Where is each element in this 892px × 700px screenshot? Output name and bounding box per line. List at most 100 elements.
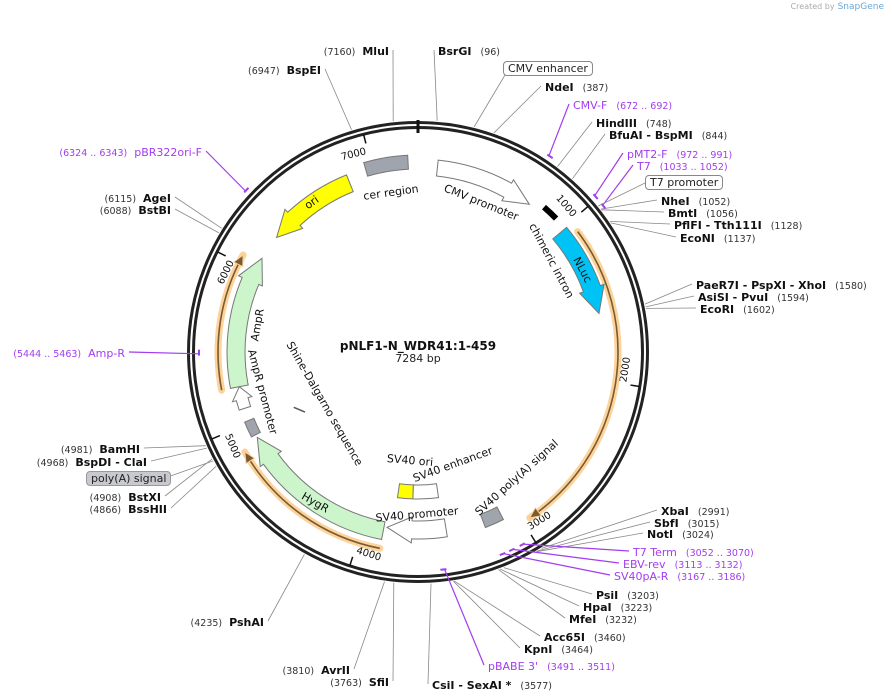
enzyme-site-bmti-position: (1056) bbox=[706, 209, 738, 220]
enzyme-site-bstbi[interactable]: (6088) BstBI bbox=[100, 203, 171, 218]
enzyme-site-pflfi[interactable]: PflFI - Tth111I (1128) bbox=[674, 218, 803, 233]
enzyme-site-econi-position: (1137) bbox=[723, 234, 756, 245]
primer-pbabe-3-[interactable]: pBABE 3' (3491 .. 3511) bbox=[488, 659, 615, 674]
enzyme-site-ndei[interactable]: NdeI (387) bbox=[545, 80, 608, 95]
enzyme-site-mlui[interactable]: (7160) MluI bbox=[324, 44, 389, 59]
enzyme-site-bspei[interactable]: (6947) BspEI bbox=[248, 63, 321, 78]
enzyme-site-nhei-leader-line bbox=[600, 199, 658, 210]
enzyme-site-nhei[interactable]: NheI (1052) bbox=[661, 194, 730, 209]
enzyme-site-bspdi[interactable]: (4968) BspDI - ClaI bbox=[37, 455, 147, 470]
primer-sv40pa-r-leader-line bbox=[503, 553, 611, 576]
enzyme-site-bsrgi-leader-line bbox=[433, 49, 438, 121]
primer-ebv-rev[interactable]: EBV-rev (3113 .. 3132) bbox=[623, 557, 742, 572]
primer-sv40pa-r-name: SV40pA-R bbox=[614, 570, 669, 583]
primer-pbr322ori-f[interactable]: (6324 .. 6343) pBR322ori-F bbox=[59, 145, 202, 160]
scale-tick-label: 7000 bbox=[340, 146, 367, 163]
primer-pbabe-3--position: (3491 .. 3511) bbox=[547, 662, 615, 673]
enzyme-site-noti-position: (3024) bbox=[682, 530, 714, 541]
enzyme-site-mfei-leader-line bbox=[498, 569, 566, 619]
enzyme-site-kpni[interactable]: KpnI (3464) bbox=[524, 642, 593, 657]
scale-tick bbox=[630, 384, 640, 388]
feature-label: AmpR bbox=[248, 307, 267, 342]
enzyme-site-bfuai-leader-line bbox=[572, 133, 606, 180]
enzyme-site-noti[interactable]: NotI (3024) bbox=[647, 527, 714, 542]
enzyme-site-bmti[interactable]: BmtI (1056) bbox=[668, 206, 738, 221]
enzyme-site-bamhi[interactable]: (4981) BamHI bbox=[61, 442, 140, 457]
enzyme-site-paer7i[interactable]: PaeR7I - PspXI - XhoI (1580) bbox=[696, 278, 867, 293]
primer-pbabe-3--name: pBABE 3' bbox=[488, 660, 539, 673]
primer-t7[interactable]: T7 (1033 .. 1052) bbox=[637, 159, 728, 174]
enzyme-site-bspdi-name: BspDI - ClaI bbox=[75, 456, 147, 469]
enzyme-site-pflfi-leader-line bbox=[609, 221, 671, 225]
enzyme-site-bsshii[interactable]: (4866) BssHII bbox=[90, 502, 167, 517]
primer-sv40pa-r-position: (3167 .. 3186) bbox=[677, 572, 746, 583]
primer-cmv-f[interactable]: CMV-F (672 .. 692) bbox=[573, 98, 672, 113]
scale-tick bbox=[349, 556, 354, 566]
enzyme-site-bsrgi[interactable]: BsrGI (96) bbox=[438, 44, 500, 59]
enzyme-site-pflfi-position: (1128) bbox=[770, 221, 803, 232]
enzyme-site-asisi[interactable]: AsiSI - PvuI (1594) bbox=[698, 290, 809, 305]
enzyme-site-avrii[interactable]: (3810) AvrII bbox=[283, 663, 351, 678]
feature-callout-polya-signal[interactable]: poly(A) signal bbox=[86, 471, 172, 486]
enzyme-site-csii-position: (3577) bbox=[520, 681, 552, 692]
enzyme-site-pshai-position: (4235) bbox=[190, 618, 223, 629]
enzyme-site-sfii-leader-line bbox=[392, 582, 395, 682]
enzyme-site-econi[interactable]: EcoNI (1137) bbox=[680, 231, 756, 246]
enzyme-site-kpni-position: (3464) bbox=[561, 645, 593, 656]
enzyme-site-pshai[interactable]: (4235) PshAI bbox=[190, 615, 264, 630]
enzyme-site-bfuai[interactable]: BfuAI - BspMI (844) bbox=[609, 128, 727, 143]
primer-t7-term[interactable]: T7 Term (3052 .. 3070) bbox=[633, 545, 754, 560]
primer-cmv-f-leader-line bbox=[548, 103, 570, 156]
primer-mark bbox=[243, 187, 250, 194]
enzyme-site-agei[interactable]: (6115) AgeI bbox=[104, 191, 171, 206]
enzyme-site-bstbi-name: BstBI bbox=[138, 204, 171, 217]
feature-ampr-promoter-box bbox=[243, 417, 261, 438]
enzyme-site-psii[interactable]: PsiI (3203) bbox=[596, 588, 659, 603]
primer-t7-name: T7 bbox=[637, 160, 651, 173]
primer-t7-leader-line bbox=[602, 164, 634, 206]
enzyme-site-ecori[interactable]: EcoRI (1602) bbox=[700, 302, 775, 317]
enzyme-site-sbfi-position: (3015) bbox=[687, 519, 720, 530]
primer-sv40pa-r[interactable]: SV40pA-R (3167 .. 3186) bbox=[614, 569, 746, 584]
enzyme-site-mfei[interactable]: MfeI (3232) bbox=[569, 612, 637, 627]
feature-sv40-ori bbox=[396, 483, 414, 500]
scale-tick bbox=[362, 134, 367, 144]
primer-pmt2-f-name: pMT2-F bbox=[627, 148, 668, 161]
feature-callout-t7-promoter[interactable]: T7 promoter bbox=[645, 175, 724, 190]
primer-mark bbox=[508, 547, 515, 553]
enzyme-site-psii-name: PsiI bbox=[596, 589, 619, 602]
primer-mark bbox=[499, 551, 506, 557]
enzyme-site-bspei-leader-line bbox=[324, 68, 352, 130]
feature-sv40-promoter bbox=[386, 516, 448, 544]
primer-mark bbox=[519, 542, 526, 547]
credit-prefix: Created by bbox=[790, 2, 835, 11]
enzyme-site-ecori-position: (1602) bbox=[743, 305, 775, 316]
feature-callout-cmv-enhancer[interactable]: CMV enhancer bbox=[503, 61, 593, 76]
enzyme-site-xbai[interactable]: XbaI (2991) bbox=[661, 504, 729, 519]
enzyme-site-asisi-name: AsiSI - PvuI bbox=[698, 291, 769, 304]
enzyme-site-bspdi-leader-line bbox=[150, 447, 207, 462]
enzyme-site-econi-name: EcoNI bbox=[680, 232, 715, 245]
feature-ampr bbox=[226, 257, 263, 389]
enzyme-site-bsshii-leader-line bbox=[170, 466, 217, 509]
enzyme-site-sbfi[interactable]: SbfI (3015) bbox=[654, 516, 720, 531]
enzyme-site-hpai-leader-line bbox=[499, 568, 580, 607]
feature-sv40-enhancer bbox=[412, 483, 440, 500]
primer-pmt2-f[interactable]: pMT2-F (972 .. 991) bbox=[627, 147, 732, 162]
enzyme-site-bfuai-name: BfuAI - BspMI bbox=[609, 129, 693, 142]
enzyme-site-paer7i-name: PaeR7I - PspXI - XhoI bbox=[696, 279, 827, 292]
enzyme-site-sfii[interactable]: (3763) SfiI bbox=[330, 675, 389, 690]
enzyme-site-csii[interactable]: CsiI - SexAI * (3577) bbox=[432, 678, 552, 693]
primer-pbr322ori-f-position: (6324 .. 6343) bbox=[59, 148, 128, 159]
enzyme-site-hindiii[interactable]: HindIII (748) bbox=[596, 116, 672, 131]
enzyme-site-bsshii-name: BssHII bbox=[128, 503, 167, 516]
callout-leader-line bbox=[473, 74, 506, 128]
enzyme-site-ndei-name: NdeI bbox=[545, 81, 574, 94]
primer-amp-r[interactable]: (5444 .. 5463) Amp-R bbox=[13, 346, 125, 361]
enzyme-site-noti-leader-line bbox=[535, 532, 644, 553]
enzyme-site-bstxi[interactable]: (4908) BstXI bbox=[90, 490, 161, 505]
enzyme-site-acc65i[interactable]: Acc65I (3460) bbox=[544, 630, 626, 645]
enzyme-site-hpai[interactable]: HpaI (3223) bbox=[583, 600, 652, 615]
enzyme-site-kpni-name: KpnI bbox=[524, 643, 553, 656]
callout-leader-line bbox=[598, 182, 646, 207]
